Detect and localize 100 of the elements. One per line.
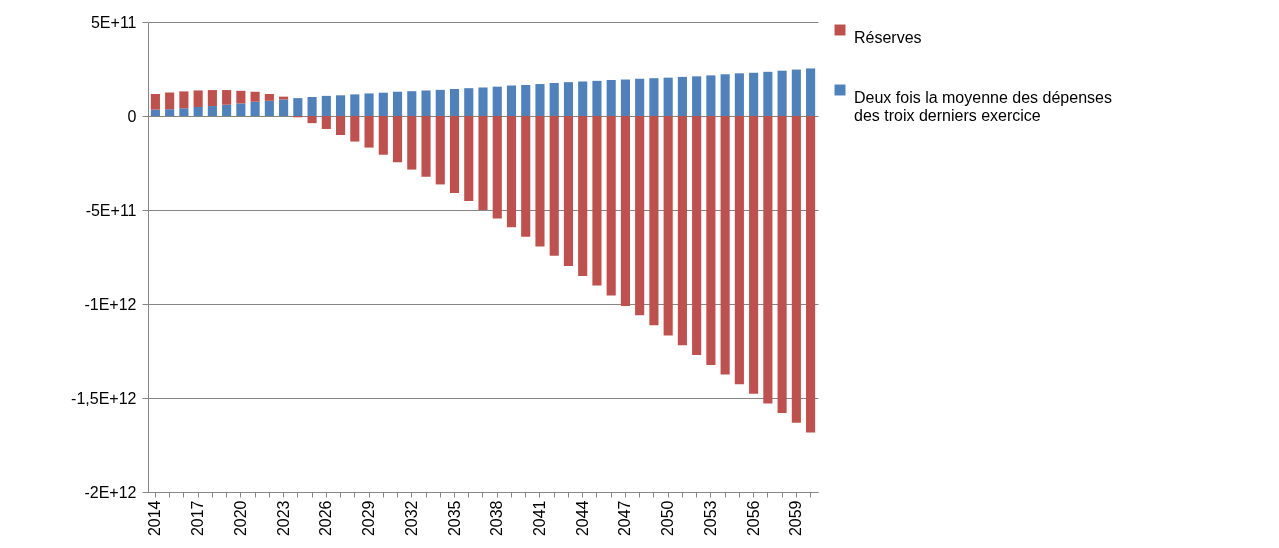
x-tick-label: 2056 (744, 500, 762, 537)
bar (649, 116, 659, 326)
bar (435, 89, 445, 116)
bar (763, 116, 773, 404)
y-tick-label: -1,5E+12 (71, 389, 137, 407)
x-tick-label: 2029 (360, 500, 378, 537)
bar (378, 116, 388, 155)
bar (578, 116, 588, 276)
bar (663, 116, 673, 336)
x-tick-label: 2053 (701, 500, 719, 537)
bar (264, 100, 274, 116)
bar (250, 91, 260, 102)
x-tick-label: 2026 (317, 500, 335, 537)
x-tick-label: 2023 (274, 500, 292, 537)
bar (193, 90, 203, 107)
y-tick-label: -1E+12 (84, 295, 137, 313)
x-tick-label: 2032 (402, 500, 420, 537)
bar (350, 94, 360, 116)
bar (293, 98, 303, 116)
bar (321, 95, 331, 116)
bar (506, 85, 517, 116)
bar (279, 99, 289, 116)
bar (692, 116, 702, 355)
bar (150, 94, 160, 110)
y-tick-label: -5E+11 (85, 201, 137, 219)
bar (250, 101, 260, 116)
x-tick-label: 2020 (231, 500, 249, 537)
bar (720, 116, 730, 375)
bar (535, 84, 545, 116)
bar (806, 116, 816, 433)
bar (165, 109, 175, 116)
bar (677, 76, 687, 116)
x-tick-label: 2014 (146, 500, 164, 537)
bar (791, 69, 801, 116)
y-tick-label: -2E+12 (84, 483, 137, 501)
bar (492, 116, 502, 219)
bar (620, 79, 630, 116)
bar (236, 103, 246, 116)
bar (521, 116, 531, 237)
bar (435, 116, 445, 185)
bar (378, 92, 388, 116)
bar (350, 116, 360, 142)
bar (606, 116, 616, 296)
bar (549, 83, 559, 116)
bar (364, 93, 374, 116)
legend-label: Réserves (854, 29, 922, 46)
bar (478, 87, 488, 116)
bar (179, 108, 189, 116)
bar (336, 95, 346, 116)
bar (222, 104, 232, 116)
bar (165, 92, 175, 110)
bar (677, 116, 687, 346)
bar (407, 91, 417, 116)
x-tick-label: 2044 (573, 500, 591, 537)
bar (236, 90, 246, 104)
bar (734, 73, 744, 116)
bar (720, 74, 730, 116)
bar (734, 116, 744, 385)
bar (749, 72, 759, 116)
bar (578, 81, 588, 116)
bar (321, 116, 331, 129)
bar (506, 116, 517, 228)
bar (307, 97, 317, 116)
bar (207, 106, 217, 116)
bar (521, 84, 531, 116)
bar (777, 70, 787, 116)
bar (649, 78, 659, 116)
y-tick-label: 0 (127, 107, 137, 125)
bar (407, 116, 417, 170)
bar (193, 106, 203, 116)
bar (222, 90, 232, 105)
bar (706, 116, 716, 365)
x-tick-label: 2047 (616, 500, 634, 537)
bar (264, 94, 274, 101)
x-tick-label: 2035 (445, 500, 463, 537)
y-tick-label: 5E+11 (90, 13, 137, 31)
bar (478, 116, 488, 210)
bar (763, 71, 773, 116)
bar (392, 91, 403, 116)
bar (207, 90, 217, 107)
x-tick-label: 2038 (488, 500, 506, 537)
x-tick-label: 2017 (189, 500, 207, 537)
x-tick-label: 2041 (530, 500, 548, 537)
bar (535, 116, 545, 247)
bar (464, 116, 474, 201)
bar (635, 116, 645, 316)
bar (777, 116, 787, 414)
bar (563, 116, 574, 267)
bar (706, 75, 716, 116)
bar (606, 80, 616, 116)
bar (635, 78, 645, 116)
bar (592, 116, 602, 286)
bar (150, 109, 160, 116)
bar (749, 116, 759, 394)
bar (336, 116, 346, 135)
bar (364, 116, 374, 148)
bar (549, 116, 559, 256)
bar (392, 116, 403, 163)
x-tick-label: 2059 (787, 500, 805, 537)
bar (806, 68, 816, 116)
